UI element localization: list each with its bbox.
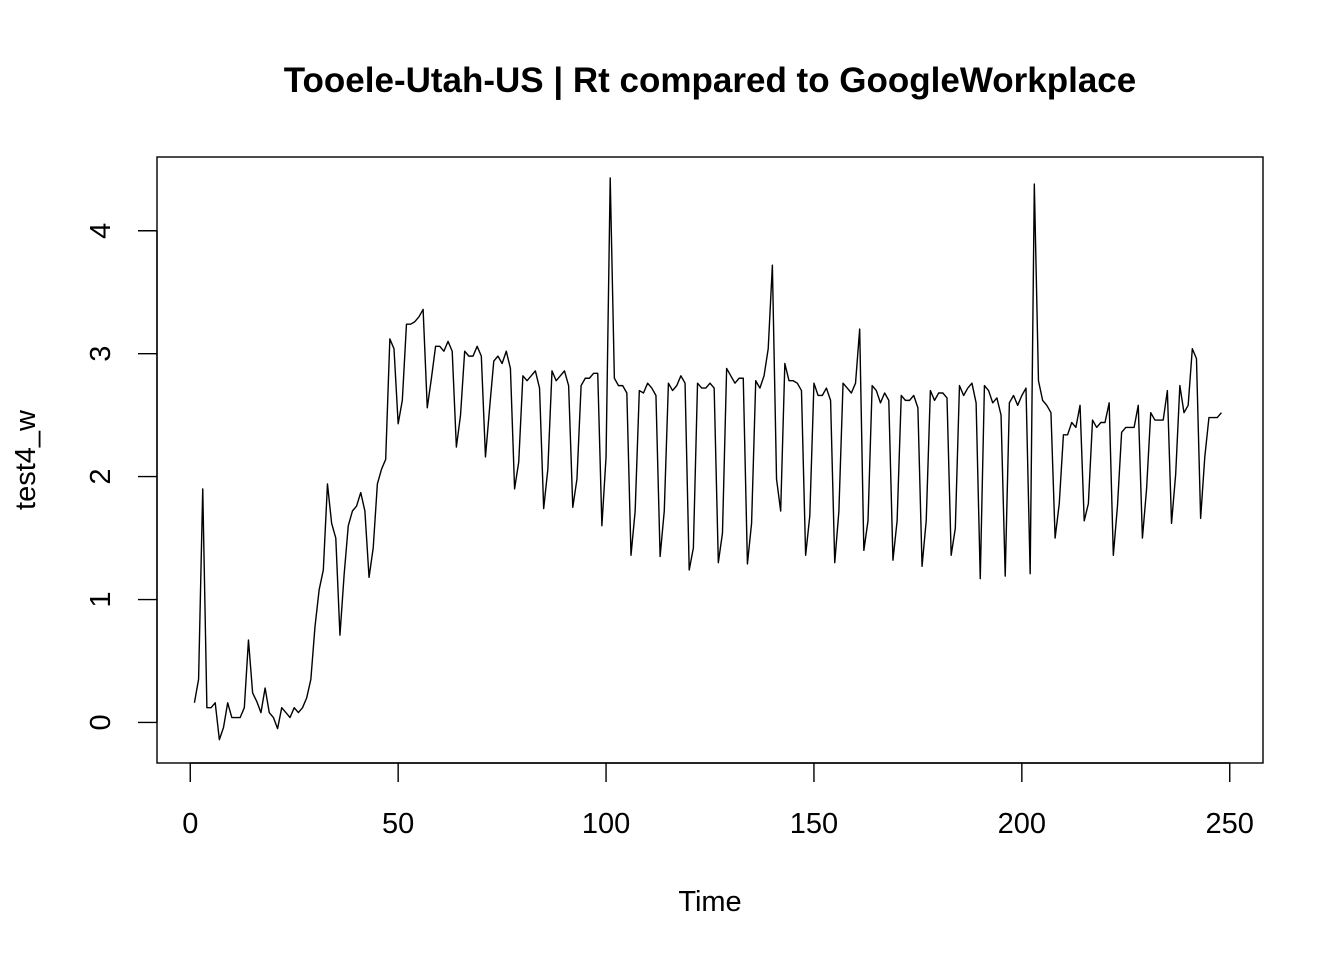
x-tick-label: 250 bbox=[1206, 808, 1254, 840]
y-axis-label: test4_w bbox=[10, 409, 42, 510]
x-tick-label: 100 bbox=[582, 808, 630, 840]
series-line bbox=[193, 177, 1222, 741]
y-tick-label: 2 bbox=[85, 469, 117, 485]
y-tick-label: 3 bbox=[85, 346, 117, 362]
x-tick-label: 50 bbox=[382, 808, 414, 840]
x-tick-label: 200 bbox=[998, 808, 1046, 840]
y-tick-label: 1 bbox=[85, 591, 117, 607]
x-tick-label: 150 bbox=[790, 808, 838, 840]
chart-title: Tooele-Utah-US | Rt compared to GoogleWo… bbox=[284, 61, 1136, 100]
y-tick-label: 4 bbox=[85, 223, 117, 239]
y-tick-label: 0 bbox=[85, 714, 117, 730]
x-axis: 0 50 100 150 200 250 bbox=[182, 762, 1254, 840]
y-axis: 0 1 2 3 4 bbox=[85, 223, 158, 731]
x-axis-label: Time bbox=[678, 886, 741, 918]
x-tick-label: 0 bbox=[182, 808, 198, 840]
plot-frame bbox=[156, 156, 1264, 764]
